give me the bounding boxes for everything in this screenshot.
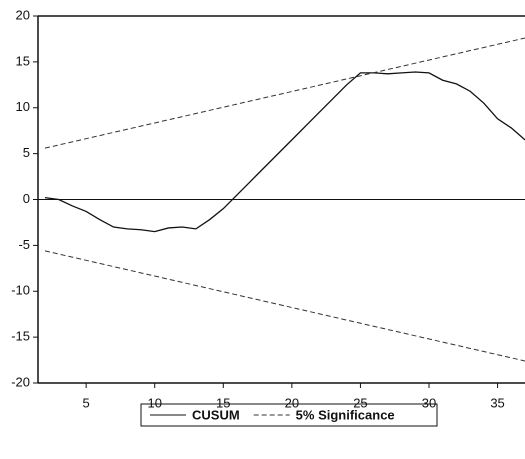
y-tick-label: 10 <box>16 99 30 114</box>
x-tick-label: 25 <box>353 395 367 410</box>
y-tick-label: -20 <box>11 374 30 389</box>
x-tick-label: 5 <box>83 395 90 410</box>
y-tick-label: 5 <box>23 145 30 160</box>
legend: CUSUM 5% Significance <box>140 403 438 427</box>
x-tick-label: 30 <box>422 395 436 410</box>
y-tick-label: 20 <box>16 7 30 22</box>
x-tick-label: 20 <box>285 395 299 410</box>
series-line <box>44 37 525 149</box>
y-tick-label: -5 <box>18 237 30 252</box>
legend-label: 5% Significance <box>296 407 395 422</box>
series-line <box>44 250 525 362</box>
y-tick-label: 0 <box>23 191 30 206</box>
y-tick-label: -10 <box>11 283 30 298</box>
x-tick-label: 10 <box>147 395 161 410</box>
y-tick-label: 15 <box>16 53 30 68</box>
series-line <box>44 71 525 233</box>
y-tick-label: -15 <box>11 329 30 344</box>
x-tick-label: 15 <box>216 395 230 410</box>
legend-label: CUSUM <box>192 407 240 422</box>
x-tick-label: 35 <box>490 395 504 410</box>
